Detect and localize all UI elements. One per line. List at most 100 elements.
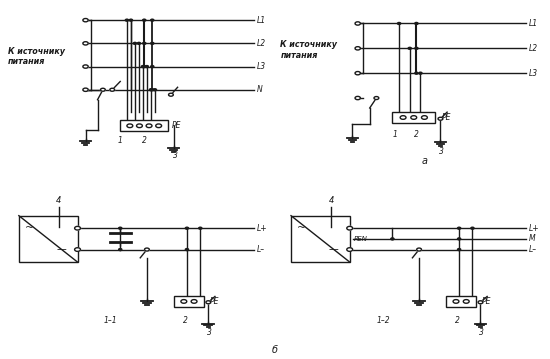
Text: К источнику
питания: К источнику питания <box>8 47 65 66</box>
Circle shape <box>151 19 154 21</box>
Circle shape <box>101 88 105 91</box>
Text: PE: PE <box>172 121 182 130</box>
Circle shape <box>138 42 140 45</box>
Circle shape <box>415 72 418 74</box>
Text: 1: 1 <box>393 130 398 139</box>
Circle shape <box>391 238 394 240</box>
Text: ~: ~ <box>25 223 34 233</box>
Text: PEN: PEN <box>354 236 367 242</box>
Circle shape <box>415 47 418 49</box>
Circle shape <box>156 124 162 127</box>
Text: L+: L+ <box>256 224 267 233</box>
Circle shape <box>181 300 187 303</box>
Circle shape <box>415 23 418 24</box>
Circle shape <box>83 65 88 68</box>
Circle shape <box>419 72 422 74</box>
Text: —: — <box>57 244 67 255</box>
Circle shape <box>463 300 469 303</box>
Circle shape <box>119 248 122 251</box>
Text: —: — <box>329 244 339 255</box>
Bar <box>392 112 435 123</box>
Circle shape <box>75 227 80 230</box>
Text: PE: PE <box>210 297 219 306</box>
Circle shape <box>145 66 149 67</box>
Circle shape <box>374 97 379 99</box>
Circle shape <box>149 89 152 91</box>
Text: 2: 2 <box>414 130 419 139</box>
Circle shape <box>83 42 88 45</box>
Bar <box>291 216 350 262</box>
Text: L3: L3 <box>256 62 266 71</box>
Circle shape <box>83 19 88 22</box>
Circle shape <box>142 19 146 21</box>
Circle shape <box>145 248 149 251</box>
Circle shape <box>168 93 173 96</box>
Text: 2: 2 <box>455 316 460 325</box>
Circle shape <box>347 227 353 230</box>
Bar <box>19 216 78 262</box>
Circle shape <box>129 19 133 21</box>
Circle shape <box>458 248 461 251</box>
Text: а: а <box>421 156 427 166</box>
Circle shape <box>142 42 146 45</box>
Circle shape <box>136 124 142 127</box>
Circle shape <box>133 42 136 45</box>
Circle shape <box>458 227 461 229</box>
Text: L–: L– <box>256 245 265 254</box>
Text: ~: ~ <box>297 223 306 233</box>
Bar <box>120 120 168 131</box>
Circle shape <box>146 124 152 127</box>
Text: 4: 4 <box>328 196 334 205</box>
Text: 1–1: 1–1 <box>104 316 118 325</box>
Text: б: б <box>272 345 278 355</box>
Text: L2: L2 <box>256 39 266 48</box>
Circle shape <box>438 117 443 120</box>
Circle shape <box>110 88 114 91</box>
Circle shape <box>119 227 122 229</box>
Text: К источнику
питания: К источнику питания <box>280 40 337 60</box>
Text: 3: 3 <box>173 151 178 160</box>
Circle shape <box>355 22 360 25</box>
Text: 1: 1 <box>118 136 123 145</box>
Circle shape <box>408 47 411 49</box>
Circle shape <box>458 238 461 240</box>
Circle shape <box>83 88 88 92</box>
Circle shape <box>141 66 145 67</box>
Circle shape <box>127 124 133 127</box>
Text: 3: 3 <box>480 328 484 337</box>
Bar <box>174 296 204 307</box>
Circle shape <box>355 47 360 50</box>
Circle shape <box>125 19 129 21</box>
Text: L2: L2 <box>529 44 537 53</box>
Text: 2: 2 <box>183 316 188 325</box>
Circle shape <box>355 71 360 75</box>
Circle shape <box>400 116 406 119</box>
Text: L–: L– <box>529 245 537 254</box>
Circle shape <box>453 300 459 303</box>
Text: N: N <box>256 85 262 94</box>
Circle shape <box>355 96 360 100</box>
Circle shape <box>151 89 154 91</box>
Text: L1: L1 <box>529 19 537 28</box>
Text: PE: PE <box>482 297 491 306</box>
Circle shape <box>471 227 474 229</box>
Circle shape <box>199 227 202 229</box>
Circle shape <box>478 301 483 304</box>
Text: 3: 3 <box>439 147 444 156</box>
Bar <box>446 296 476 307</box>
Text: 2: 2 <box>142 136 147 145</box>
Circle shape <box>206 301 211 304</box>
Text: M: M <box>529 234 535 243</box>
Text: L+: L+ <box>529 224 539 233</box>
Circle shape <box>185 227 189 229</box>
Circle shape <box>398 23 401 24</box>
Circle shape <box>75 248 80 251</box>
Text: PE: PE <box>442 113 451 122</box>
Circle shape <box>347 248 353 251</box>
Text: L3: L3 <box>529 69 537 78</box>
Circle shape <box>153 89 157 91</box>
Circle shape <box>417 248 421 251</box>
Circle shape <box>191 300 197 303</box>
Text: 3: 3 <box>207 328 212 337</box>
Circle shape <box>151 66 154 67</box>
